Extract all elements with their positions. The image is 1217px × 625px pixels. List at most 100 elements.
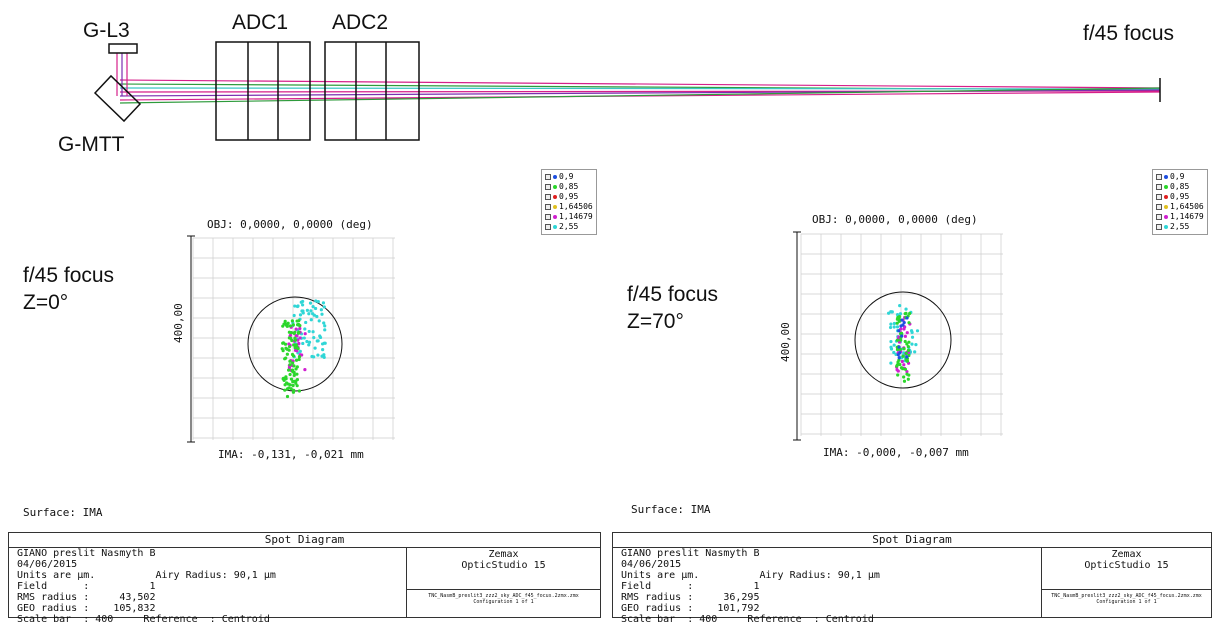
- spot-dot: [287, 348, 291, 352]
- legend-entry: 0,9: [1170, 172, 1185, 181]
- spot-dot: [906, 348, 911, 352]
- spot-left-grid: [192, 237, 395, 440]
- spot-dot: [301, 341, 305, 346]
- spot-dot: [311, 305, 315, 309]
- spot-dot: [889, 339, 893, 344]
- spot-dot: [320, 342, 325, 346]
- zemax-version: OpticStudio 15: [1084, 560, 1169, 571]
- spot-dot: [907, 340, 911, 344]
- spot-dot: [316, 300, 320, 304]
- legend-dot: [553, 205, 557, 209]
- panel-line: 04/06/2015: [17, 559, 78, 570]
- spot-dot: [313, 306, 318, 311]
- spot-left-spots: [280, 299, 327, 399]
- spot-dot: [281, 376, 286, 380]
- zemax-filename: TNC_NasmB_preslit3_zzz2_sky_ADC_f45_focu…: [1051, 593, 1202, 599]
- panel-line: RMS radius : 36,295: [621, 592, 760, 603]
- spot-dot: [904, 351, 908, 355]
- spot-dot: [899, 338, 903, 342]
- spot-right-plot: [793, 231, 1003, 441]
- spot-dot: [295, 372, 299, 376]
- spot-dot: [321, 348, 325, 352]
- spot-dot: [895, 312, 900, 317]
- spot-dot: [900, 318, 904, 322]
- spot-dot: [285, 352, 289, 356]
- spot-dot: [297, 355, 302, 359]
- spot-right-panel-right: Zemax OpticStudio 15 TNC_NasmB_preslit3_z…: [1041, 547, 1211, 617]
- legend-dot: [553, 215, 557, 219]
- spot-dot: [291, 323, 295, 327]
- spot-dot: [303, 332, 307, 336]
- spot-dot: [896, 369, 900, 373]
- spot-dot: [892, 343, 896, 347]
- spot-dot: [281, 341, 285, 345]
- spot-dot: [309, 309, 313, 313]
- zemax-version: OpticStudio 15: [461, 560, 546, 571]
- spot-dot: [913, 350, 917, 354]
- spot-dot: [889, 310, 894, 314]
- legend-entry: 2,55: [559, 222, 579, 231]
- legend-right: 0,9 0,85 0,95 1,64506 1,14679 2,55: [1152, 169, 1208, 235]
- spot-right-ima: IMA: -0,000, -0,007 mm: [823, 446, 969, 459]
- adc2-element: [324, 41, 420, 141]
- spot-left-panel-right: Zemax OpticStudio 15 TNC_NasmB_preslit3_z…: [406, 547, 600, 617]
- spot-dot: [283, 388, 287, 392]
- surface-label-left: Surface: IMA: [23, 506, 103, 519]
- legend-entry: 0,85: [1170, 182, 1190, 191]
- spot-dot: [291, 361, 295, 365]
- panel-line: Units are µm. Airy Radius: 90,1 µm: [621, 570, 880, 581]
- spot-dot: [307, 343, 311, 347]
- spot-dot: [292, 370, 296, 375]
- spot-dot: [298, 349, 302, 353]
- spot-dot: [313, 346, 317, 350]
- spot-dot: [293, 336, 297, 340]
- panel-line: Units are µm. Airy Radius: 90,1 µm: [17, 570, 276, 581]
- spot-dot: [900, 359, 904, 364]
- legend-dot: [553, 175, 557, 179]
- spot-dot: [287, 345, 292, 349]
- spot-left-panel-text: GIANO preslit Nasmyth B 04/06/2015 Units a…: [17, 548, 276, 625]
- spot-right-side-label: f/45 focus Z=70°: [627, 281, 718, 335]
- spot-dot: [280, 347, 284, 351]
- spot-dot: [288, 333, 293, 337]
- spot-dot: [300, 303, 305, 307]
- spot-dot: [902, 375, 906, 379]
- spot-dot: [308, 301, 313, 305]
- spot-dot: [300, 309, 304, 313]
- spot-dot: [318, 334, 322, 338]
- spot-dot: [296, 304, 300, 308]
- spot-dot: [906, 377, 910, 381]
- spot-dot: [303, 327, 307, 331]
- spot-dot: [311, 330, 315, 334]
- spot-dot: [288, 363, 292, 367]
- spot-dot: [283, 383, 287, 387]
- legend-dot: [1164, 215, 1168, 219]
- panel-line: Field : 1: [621, 581, 760, 592]
- label-g-mtt: G-MTT: [58, 133, 125, 156]
- spot-dot: [290, 352, 295, 357]
- spot-dot: [320, 354, 324, 358]
- spot-dot: [294, 327, 298, 331]
- legend-dot: [1164, 195, 1168, 199]
- spot-dot: [293, 348, 298, 352]
- panel-line: 04/06/2015: [621, 559, 682, 570]
- legend-entry: 1,14679: [1170, 212, 1204, 221]
- spot-dot: [287, 342, 291, 346]
- spot-dot: [901, 354, 905, 358]
- spot-dot: [290, 319, 295, 323]
- g-mtt-mirror: [93, 74, 142, 123]
- spot-dot: [323, 324, 327, 328]
- spot-dot: [298, 313, 303, 317]
- spot-dot: [292, 373, 296, 378]
- legend-dot: [553, 185, 557, 189]
- legend-dot: [553, 225, 557, 229]
- spot-dot: [296, 338, 300, 342]
- spot-dot: [897, 329, 901, 333]
- panel-line: GIANO preslit Nasmyth B: [621, 548, 760, 559]
- spot-dot: [304, 320, 308, 325]
- spot-dot: [292, 343, 297, 347]
- spot-dot: [292, 364, 296, 368]
- spot-dot: [289, 330, 294, 335]
- spot-dot: [895, 321, 899, 325]
- spot-dot: [899, 324, 903, 328]
